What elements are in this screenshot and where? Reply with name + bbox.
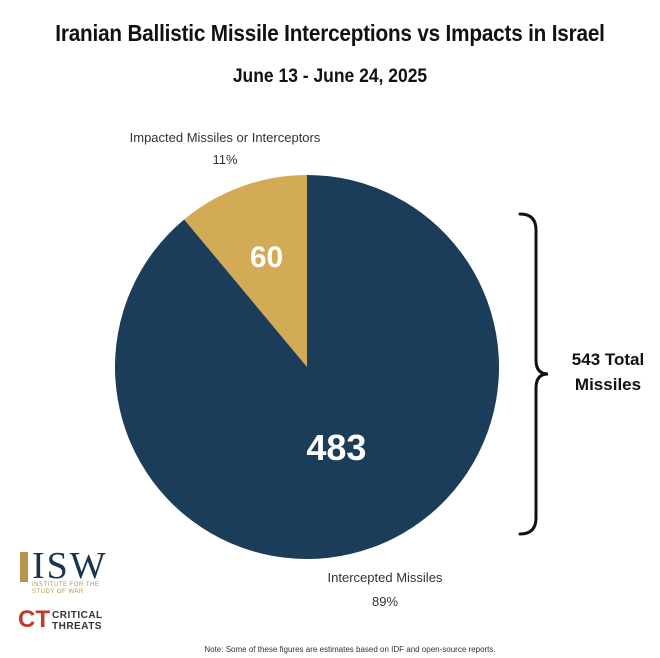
impacted-slice-percent: 11% (212, 152, 238, 167)
total-missiles-label: 543 Total Missiles (571, 350, 645, 394)
intercepted-slice-value: 483 (306, 427, 366, 468)
impacted-slice (184, 175, 307, 367)
intercepted-slice-label: Intercepted Missiles (327, 570, 443, 585)
isw-sub-line2: STUDY OF WAR (32, 589, 84, 595)
isw-sub-line1: INSTITUTE FOR THE (32, 582, 100, 588)
impacted-slice-value: 60 (250, 241, 283, 274)
intercepted-slice-percent: 89% (371, 594, 399, 609)
intercepted-slice (114, 175, 499, 559)
impacted-slice-label: Impacted Missiles or Interceptors (129, 130, 321, 145)
isw-logo-subtitle: INSTITUTE FOR THE STUDY OF WAR (32, 582, 99, 596)
ct-logo-mark: CT (18, 606, 50, 633)
isw-logo: ISW INSTITUTE FOR THE STUDY OF WAR (18, 545, 118, 596)
footnote: Note: Some of these figures are estimate… (204, 645, 496, 654)
chart-title: Iranian Ballistic Missile Interceptions … (55, 20, 605, 46)
isw-logo-text: ISW (32, 545, 108, 587)
total-brace (518, 212, 549, 536)
chart-subtitle: June 13 - June 24, 2025 (232, 66, 428, 87)
isw-logo-bar (20, 552, 28, 582)
ct-line1: CRITICAL (52, 610, 103, 621)
ct-line2: THREATS (52, 621, 102, 632)
ct-logo-text: CRITICAL THREATS (52, 610, 103, 632)
critical-threats-logo: CT CRITICAL THREATS (18, 606, 128, 636)
